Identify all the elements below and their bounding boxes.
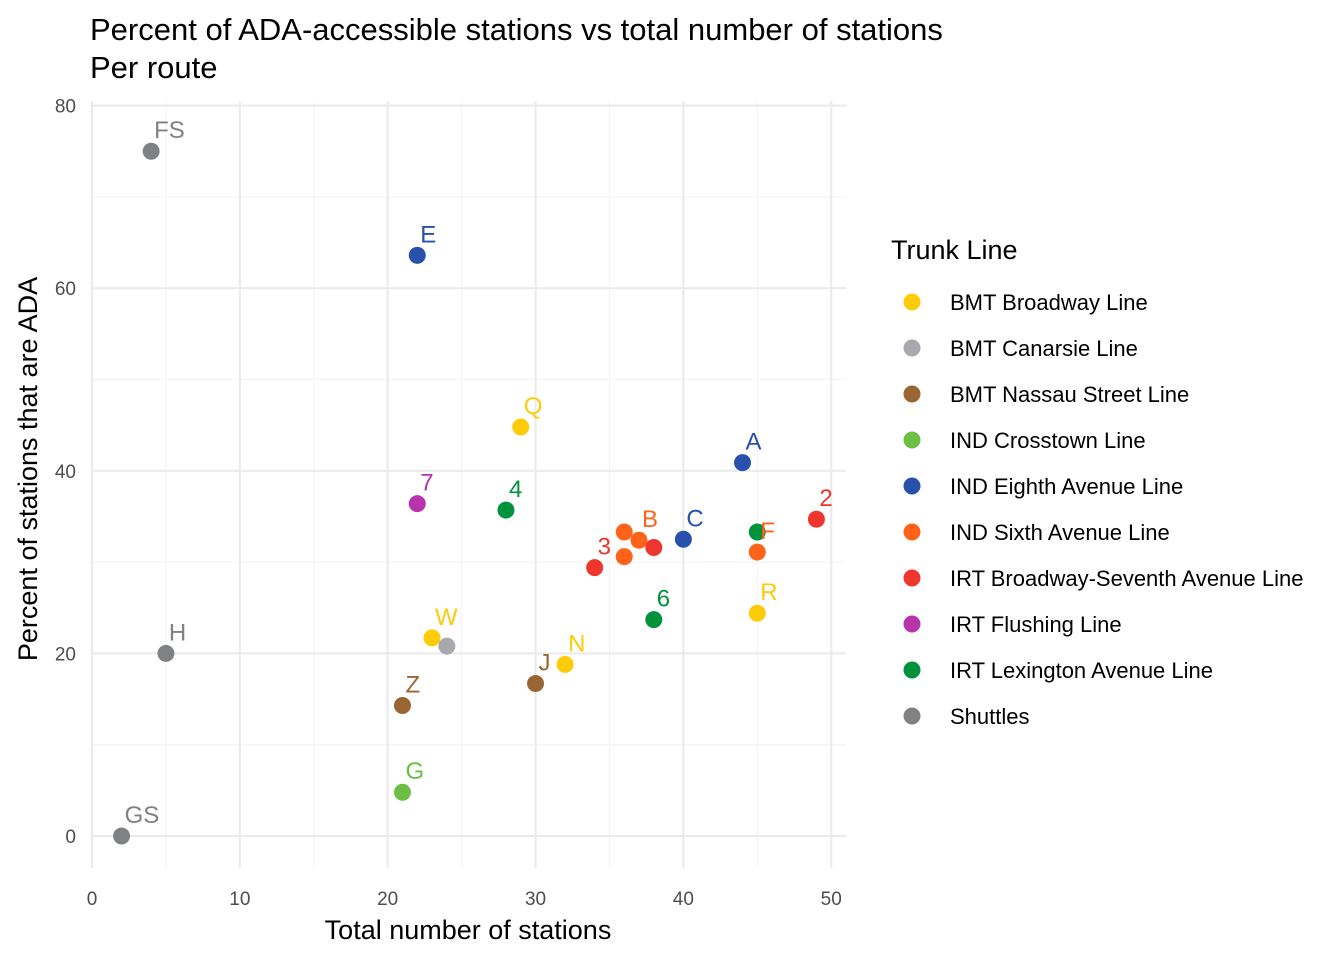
- data-point: [408, 495, 426, 513]
- y-tick-label: 80: [55, 97, 76, 118]
- data-points: [113, 142, 825, 845]
- y-tick-label: 40: [55, 462, 76, 483]
- y-axis-title: Percent of stations that are ADA: [13, 277, 43, 661]
- data-point: [527, 675, 545, 693]
- data-point: [615, 548, 633, 566]
- data-point: [645, 611, 663, 629]
- point-label: N: [568, 630, 585, 657]
- point-label: W: [435, 604, 458, 631]
- y-tick-label: 0: [65, 827, 76, 848]
- data-point: [113, 827, 131, 845]
- data-point: [586, 559, 604, 577]
- x-tick-label: 30: [525, 889, 546, 910]
- data-point: [393, 696, 411, 714]
- axis-ticks: 0 10 20 30 40 50 0 20 40 60 80: [55, 97, 842, 910]
- point-label: Z: [405, 671, 420, 698]
- legend-key: [903, 615, 921, 633]
- legend-label: IRT Broadway-Seventh Avenue Line: [950, 566, 1303, 591]
- point-label: H: [169, 619, 186, 646]
- point-label: 7: [420, 470, 433, 497]
- x-tick-label: 40: [673, 889, 694, 910]
- legend-label: IND Eighth Avenue Line: [950, 474, 1183, 499]
- point-label: FS: [154, 117, 185, 144]
- chart-subtitle: Per route: [90, 50, 218, 85]
- x-tick-label: 10: [229, 889, 250, 910]
- point-label: C: [686, 505, 703, 532]
- data-point: [157, 644, 175, 662]
- data-point: [438, 637, 456, 655]
- data-point: [807, 510, 825, 528]
- legend-label: BMT Canarsie Line: [950, 336, 1138, 361]
- data-point: [615, 523, 633, 541]
- legend-key: [903, 523, 921, 541]
- legend-key: [903, 385, 921, 403]
- point-label: GS: [125, 802, 160, 829]
- data-point: [645, 539, 663, 557]
- x-tick-label: 0: [87, 889, 98, 910]
- data-point: [630, 531, 648, 549]
- legend-label: IRT Lexington Avenue Line: [950, 658, 1213, 683]
- legend-key: [903, 477, 921, 495]
- point-label: Q: [524, 393, 543, 420]
- point-label: 6: [657, 586, 670, 613]
- legend-title: Trunk Line: [891, 235, 1018, 265]
- y-tick-label: 60: [55, 279, 76, 300]
- legend-label: IRT Flushing Line: [950, 612, 1122, 637]
- legend-label: Shuttles: [950, 704, 1030, 729]
- data-point: [556, 655, 574, 673]
- point-label: F: [760, 518, 775, 545]
- legend-key: [903, 293, 921, 311]
- plot-grid: [90, 101, 846, 868]
- data-point: [748, 543, 766, 561]
- x-tick-label: 50: [821, 889, 842, 910]
- x-axis-title: Total number of stations: [325, 915, 612, 945]
- legend-key: [903, 339, 921, 357]
- legend-key: [903, 707, 921, 725]
- data-point: [393, 783, 411, 801]
- legend-label: IND Crosstown Line: [950, 428, 1146, 453]
- data-point: [748, 523, 766, 541]
- data-point: [142, 142, 160, 160]
- point-label: 4: [509, 476, 522, 503]
- point-label: E: [420, 221, 436, 248]
- legend-label: BMT Broadway Line: [950, 290, 1148, 315]
- legend-key: [903, 431, 921, 449]
- data-point: [748, 604, 766, 622]
- point-label: R: [760, 579, 777, 606]
- legend-label: IND Sixth Avenue Line: [950, 520, 1170, 545]
- chart-title: Percent of ADA-accessible stations vs to…: [90, 12, 943, 47]
- legend-label: BMT Nassau Street Line: [950, 382, 1189, 407]
- data-point: [674, 530, 692, 548]
- data-point: [408, 246, 426, 264]
- point-label: 2: [819, 485, 832, 512]
- data-point: [497, 501, 515, 519]
- legend-key: [903, 569, 921, 587]
- legend-items: BMT Broadway Line BMT Canarsie Line BMT Na…: [903, 290, 1303, 729]
- data-point: [734, 454, 752, 472]
- point-label: 3: [598, 534, 611, 561]
- legend: Trunk Line BMT Broadway Line BMT Canarsie…: [891, 235, 1303, 729]
- y-tick-label: 20: [55, 644, 76, 665]
- point-label: B: [642, 506, 658, 533]
- data-point: [423, 629, 441, 647]
- point-label: G: [405, 758, 424, 785]
- data-point: [512, 418, 530, 436]
- point-labels: FS E Q A 7 4 2 C B F 3 R 6 W H NJ Z G GS: [125, 117, 833, 829]
- point-label: J: [539, 650, 551, 677]
- legend-key: [903, 661, 921, 679]
- x-tick-label: 20: [377, 889, 398, 910]
- point-label: A: [746, 429, 762, 456]
